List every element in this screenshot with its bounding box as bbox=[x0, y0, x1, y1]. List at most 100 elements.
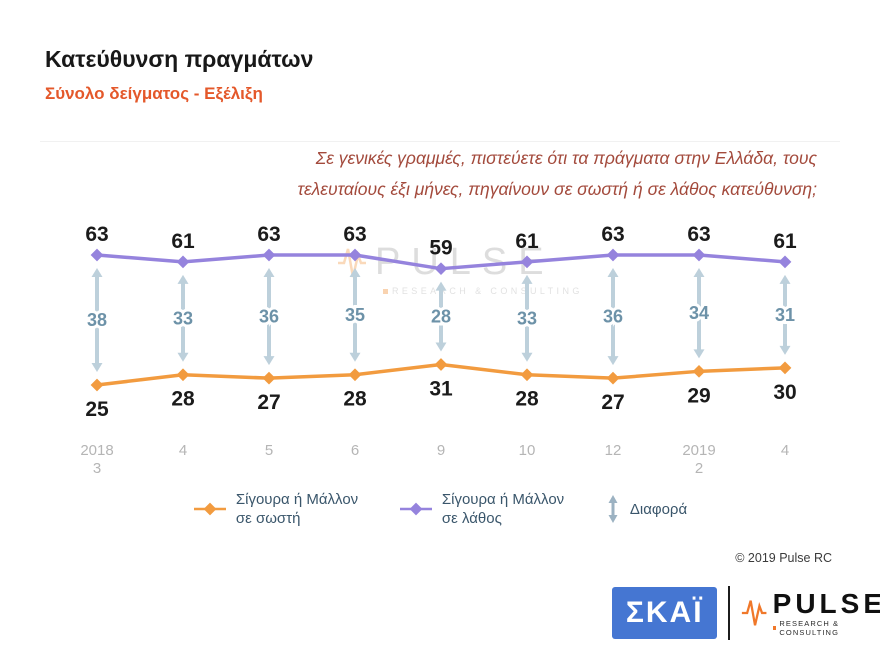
legend-label-difference: Διαφορά bbox=[629, 500, 688, 518]
x-axis-label: 2018 bbox=[80, 442, 113, 459]
data-point bbox=[778, 361, 792, 375]
divider-line bbox=[40, 141, 840, 142]
diff-arrow-head-up bbox=[693, 268, 705, 277]
diff-value-label: 34 bbox=[689, 303, 709, 323]
diff-value-label: 36 bbox=[603, 307, 623, 327]
double-arrow-icon bbox=[608, 495, 618, 523]
diff-arrow-head-up bbox=[91, 268, 103, 277]
diff-value-label: 33 bbox=[173, 308, 193, 328]
diff-arrow-head-up bbox=[177, 274, 189, 284]
page-subtitle: Σύνολο δείγματος - Εξέλιξη bbox=[45, 84, 263, 103]
x-axis-label: 9 bbox=[437, 442, 445, 459]
value-label-right: 31 bbox=[429, 377, 453, 400]
diff-arrow-head-up bbox=[349, 268, 361, 277]
x-axis-label: 5 bbox=[265, 442, 273, 459]
survey-question-line-2: τελευταίους έξι μήνες, πηγαίνουν σε σωστ… bbox=[297, 179, 817, 199]
legend-label-wrong-direction: Σίγουρα ή Μάλλον σε λάθος bbox=[441, 491, 565, 527]
x-axis-label: 10 bbox=[519, 442, 536, 459]
legend-item-right-direction: Σίγουρα ή Μάλλον σε σωστή bbox=[193, 490, 369, 528]
logo-bar: ΣΚΑΪ PULSE RESEARCH & CONSULTING bbox=[612, 586, 880, 640]
diff-arrow-head-up bbox=[779, 274, 791, 284]
pulse-logo: PULSE RESEARCH & CONSULTING bbox=[741, 589, 880, 637]
value-label-right: 28 bbox=[343, 388, 367, 411]
data-point bbox=[520, 368, 534, 382]
value-label-wrong: 63 bbox=[257, 223, 280, 246]
x-axis-label: 12 bbox=[605, 442, 622, 459]
diff-arrow-head-down bbox=[263, 356, 275, 366]
data-point bbox=[262, 248, 276, 262]
pulse-logo-subtext: RESEARCH & CONSULTING bbox=[772, 619, 880, 637]
diff-arrow-head-down bbox=[349, 352, 361, 362]
data-point bbox=[520, 255, 534, 269]
x-axis-label: 3 bbox=[93, 460, 101, 477]
diff-arrow-head-down bbox=[435, 342, 447, 352]
x-axis-label: 4 bbox=[781, 442, 789, 459]
diff-arrow-head-down bbox=[693, 349, 705, 359]
data-point bbox=[606, 371, 620, 385]
diff-arrow-head-down bbox=[779, 345, 791, 355]
diff-arrow-head-up bbox=[263, 268, 275, 277]
data-point bbox=[434, 262, 448, 276]
diff-arrow-head-down bbox=[607, 356, 619, 366]
value-label-wrong: 61 bbox=[773, 230, 797, 253]
legend-label-right-direction: Σίγουρα ή Μάλλον σε σωστή bbox=[235, 491, 359, 527]
data-point bbox=[90, 378, 104, 392]
diff-value-label: 28 bbox=[431, 307, 451, 327]
diff-arrow-head-down bbox=[91, 363, 103, 372]
copyright-text: © 2019 Pulse RC bbox=[735, 551, 832, 565]
diff-arrow-head-up bbox=[521, 274, 533, 284]
data-point bbox=[348, 368, 362, 382]
data-point bbox=[778, 255, 792, 269]
skai-logo: ΣΚΑΪ bbox=[612, 587, 718, 639]
survey-question: Σε γενικές γραμμές, πιστεύετε ότι τα πρά… bbox=[297, 143, 817, 205]
value-label-wrong: 63 bbox=[601, 223, 624, 246]
value-label-right: 28 bbox=[515, 388, 539, 411]
orange-square-icon bbox=[383, 288, 388, 294]
data-point bbox=[692, 364, 706, 378]
data-point bbox=[348, 248, 362, 262]
diff-arrow-head-up bbox=[435, 281, 447, 291]
x-axis-label: 6 bbox=[351, 442, 359, 459]
diff-value-label: 31 bbox=[775, 305, 795, 325]
orange-square-icon bbox=[772, 626, 777, 630]
diff-value-label: 33 bbox=[517, 308, 537, 328]
data-point bbox=[692, 248, 706, 262]
diff-value-label: 36 bbox=[259, 307, 279, 327]
pulse-logo-divider bbox=[728, 586, 731, 640]
diff-arrow-head-up bbox=[607, 268, 619, 277]
value-label-right: 27 bbox=[601, 391, 624, 414]
value-label-right: 27 bbox=[257, 391, 280, 414]
legend-item-wrong-direction: Σίγουρα ή Μάλλον σε λάθος bbox=[399, 490, 575, 528]
chart-legend: Σίγουρα ή Μάλλον σε σωστή Σίγουρα ή Μάλλ… bbox=[0, 490, 880, 528]
value-label-right: 30 bbox=[773, 381, 796, 404]
value-label-wrong: 63 bbox=[343, 223, 366, 246]
diff-value-label: 38 bbox=[87, 310, 107, 330]
x-axis-label: 4 bbox=[179, 442, 187, 459]
value-label-right: 25 bbox=[85, 398, 109, 421]
diff-arrow-head-down bbox=[177, 352, 189, 362]
value-label-wrong: 63 bbox=[687, 223, 710, 246]
diff-value-label: 35 bbox=[345, 305, 365, 325]
survey-question-line-1: Σε γενικές γραμμές, πιστεύετε ότι τα πρά… bbox=[315, 148, 817, 168]
x-axis-label: 2019 bbox=[682, 442, 715, 459]
value-label-wrong: 61 bbox=[515, 230, 539, 253]
orange-line-marker-icon bbox=[193, 502, 226, 516]
pulse-logo-text: PULSE bbox=[772, 588, 880, 619]
value-label-right: 28 bbox=[171, 388, 195, 411]
data-point bbox=[434, 358, 448, 371]
pulse-logo-subtext-label: RESEARCH & CONSULTING bbox=[779, 619, 840, 637]
value-label-wrong: 61 bbox=[171, 230, 195, 253]
data-point bbox=[90, 248, 104, 262]
value-label-wrong: 63 bbox=[85, 223, 108, 246]
data-point bbox=[176, 368, 190, 382]
value-label-wrong: 59 bbox=[429, 237, 452, 260]
page-title: Κατεύθυνση πραγμάτων bbox=[45, 46, 314, 72]
data-point bbox=[262, 371, 276, 385]
watermark-subtext-label: RESEARCH & CONSULTING bbox=[392, 286, 583, 296]
watermark-subtext: RESEARCH & CONSULTING bbox=[383, 286, 607, 296]
diff-arrow-head-down bbox=[521, 352, 533, 362]
data-point bbox=[606, 248, 620, 262]
value-label-right: 29 bbox=[687, 384, 710, 407]
